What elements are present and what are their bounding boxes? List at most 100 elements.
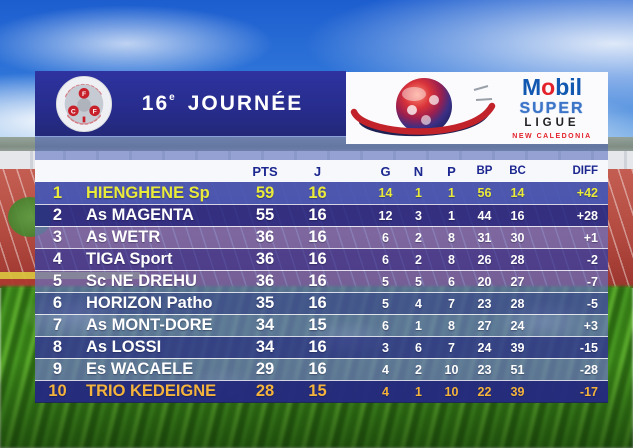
cell-rank: 6 [52,294,63,312]
col-header-goals-for: BP [476,165,493,177]
cell-wins: 4 [382,362,389,377]
cell-rank: 9 [52,360,63,378]
fcf-letter: F [93,108,97,115]
cell-goal-diff: -2 [586,252,598,267]
col-header-goal-diff: DIFF [572,165,598,177]
round-suffix: e [169,91,175,103]
cell-rank: 4 [52,250,63,268]
cell-goals-against: 16 [510,208,525,223]
cell-games: 16 [308,228,327,246]
cell-team: As MAGENTA [86,206,194,224]
cell-losses: 10 [444,384,459,399]
table-row: 3 As WETR 36 16 6 2 8 31 30 +1 [35,226,608,248]
cell-losses: 8 [448,252,455,267]
cell-games: 16 [308,206,327,224]
cell-rank: 5 [52,272,63,290]
cell-goal-diff: -7 [586,274,598,289]
ligue-text: LIGUE [524,116,580,129]
cell-rank: 2 [52,206,63,224]
cell-losses: 8 [448,318,455,333]
table-row: 1 HIENGHENE Sp 59 16 14 1 1 56 14 +42 [35,182,608,204]
cell-games: 16 [308,360,327,378]
cell-goal-diff: -17 [579,384,598,399]
cell-team: HORIZON Patho [86,294,213,312]
cell-draws: 1 [415,384,422,399]
cell-games: 16 [308,272,327,290]
cell-goals-for: 44 [477,208,492,223]
cell-draws: 1 [415,186,422,200]
cell-goals-for: 31 [477,230,492,245]
soccer-ball-logo [350,78,496,137]
cell-goal-diff: -15 [579,340,598,355]
mobil-logo-text: Mobil [521,74,583,101]
cell-team: TIGA Sport [86,250,173,268]
cell-draws: 2 [415,362,422,377]
cell-losses: 1 [448,186,455,200]
cell-rank: 10 [48,382,67,400]
cell-points: 34 [255,338,275,356]
col-header-games: J [313,163,322,179]
cell-goals-against: 39 [510,340,525,355]
cell-games: 16 [308,183,327,202]
cell-rank: 8 [52,338,63,356]
round-word: JOURNÉE [187,91,304,115]
table-row: 5 Sc NE DREHU 36 16 5 5 6 20 27 -7 [35,270,608,292]
round-header-panel: F C F 16e JOURNÉE [35,71,346,136]
cell-games: 15 [308,382,327,400]
cell-goals-for: 26 [477,252,492,267]
cell-games: 16 [308,294,327,312]
col-header-losses: P [447,163,456,179]
cell-goal-diff: -28 [579,362,598,377]
cell-team: As MONT-DORE [86,316,213,334]
standings-table: 1 HIENGHENE Sp 59 16 14 1 1 56 14 +42 2 As MAGENTA 5… [35,182,608,403]
table-row: 10 TRIO KEDEIGNE 28 15 4 1 10 22 39 -17 [35,380,608,402]
cell-goals-for: 23 [477,362,492,377]
super-text: SUPER [519,100,585,118]
cell-rank: 1 [52,183,63,202]
cell-goals-for: 24 [477,340,492,355]
table-row: 6 HORIZON Patho 35 16 5 4 7 23 28 -5 [35,292,608,314]
cell-wins: 5 [382,274,389,289]
col-header-goals-against: BC [509,165,526,177]
cell-points: 28 [255,382,275,400]
cell-games: 15 [308,316,327,334]
table-row: 7 As MONT-DORE 34 15 6 1 8 27 24 +3 [35,314,608,336]
cell-wins: 12 [378,208,393,223]
col-header-points: PTS [252,163,278,179]
cell-points: 29 [255,360,275,378]
cell-games: 16 [308,250,327,268]
cell-draws: 5 [415,274,422,289]
round-title: 16e JOURNÉE [113,92,346,116]
cell-goals-for: 22 [477,384,492,399]
cell-points: 34 [255,316,275,334]
cell-goals-for: 56 [477,186,492,200]
cell-goal-diff: +28 [576,208,598,223]
cell-draws: 2 [415,252,422,267]
cell-goal-diff: -5 [586,296,598,311]
cell-points: 36 [255,250,275,268]
cell-wins: 6 [382,230,389,245]
cell-points: 55 [255,206,275,224]
cell-goals-against: 24 [510,318,525,333]
fcf-letter: C [71,108,76,115]
cell-wins: 6 [382,252,389,267]
cell-wins: 3 [382,340,389,355]
cell-goals-against: 27 [510,274,525,289]
cell-rank: 7 [52,316,63,334]
cell-goals-against: 14 [510,186,525,200]
cell-goals-against: 28 [510,252,525,267]
cell-points: 36 [255,272,275,290]
cell-draws: 6 [415,340,422,355]
cell-goals-for: 27 [477,318,492,333]
cell-goals-for: 20 [477,274,492,289]
cell-losses: 10 [444,362,459,377]
cell-rank: 3 [52,228,63,246]
cell-losses: 6 [448,274,455,289]
round-number: 16 [141,91,170,115]
cell-goal-diff: +3 [583,318,598,333]
cell-points: 36 [255,228,275,246]
table-column-header: PTS J G N P BP BC DIFF [35,160,608,182]
cell-goals-against: 51 [510,362,525,377]
cell-team: Sc NE DREHU [86,272,197,290]
